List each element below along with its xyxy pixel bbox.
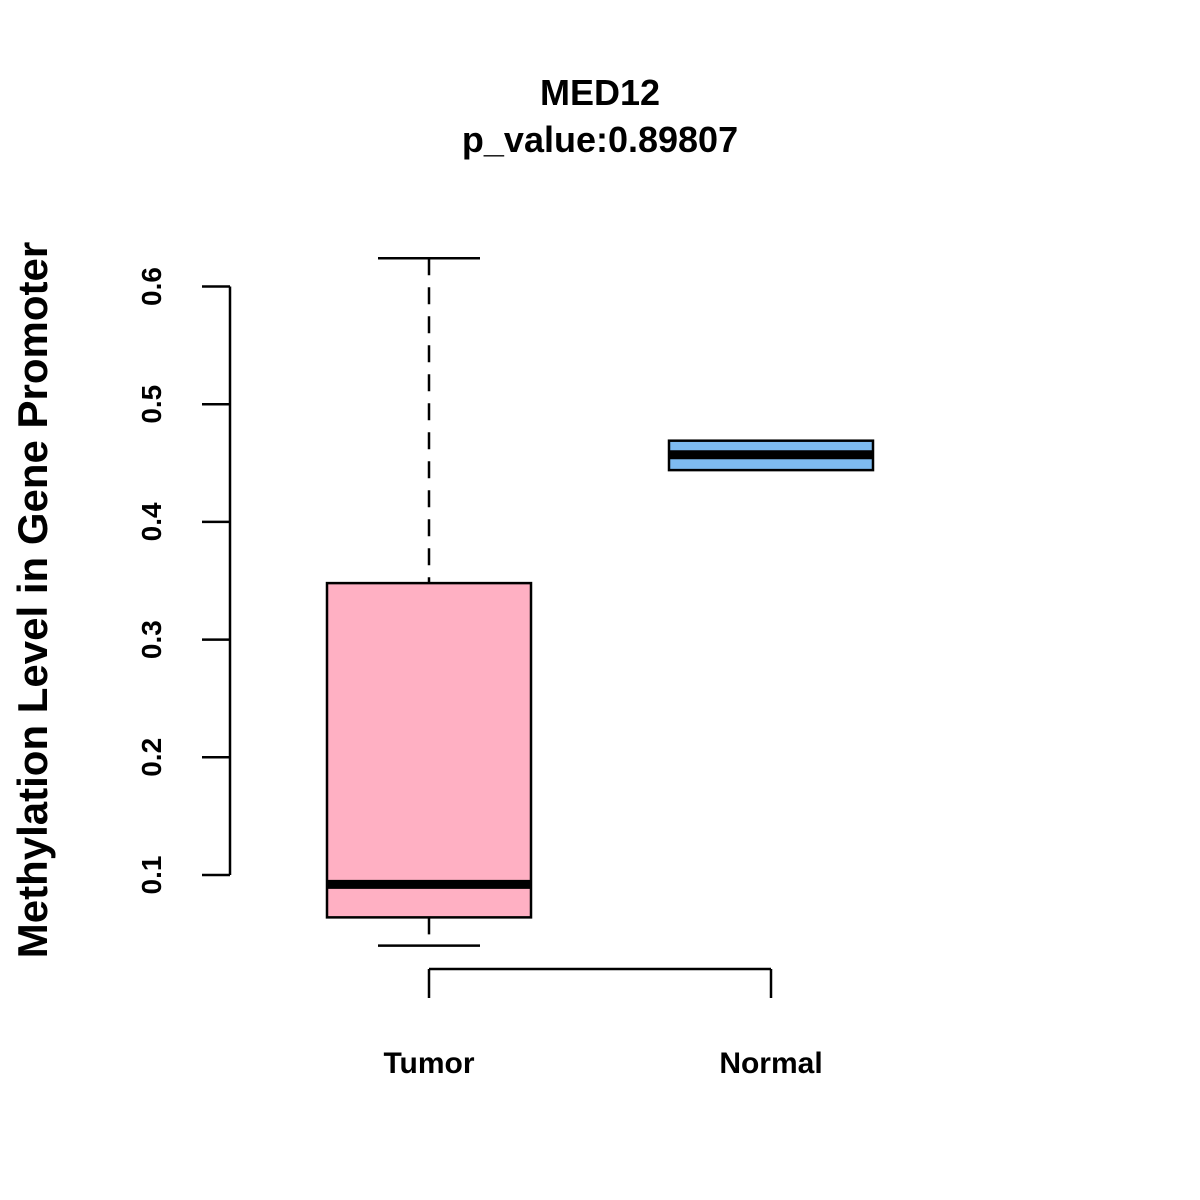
y-axis: 0.1 0.2 0.3 0.4 0.5 0.6 — [136, 267, 232, 895]
chart-title: MED12 — [540, 72, 660, 113]
x-tick-label-tumor: Tumor — [383, 1047, 474, 1080]
boxplot-series — [325, 257, 875, 947]
y-tick-label: 0.4 — [136, 502, 167, 541]
chart-subtitle: p_value:0.89807 — [462, 119, 738, 160]
box-normal — [667, 439, 875, 472]
y-tick-label: 0.3 — [136, 620, 167, 659]
x-axis: Tumor Normal — [383, 967, 823, 1080]
y-tick-label: 0.2 — [136, 738, 167, 777]
x-tick-label-normal: Normal — [719, 1047, 822, 1080]
box-tumor — [325, 257, 533, 947]
y-tick-label: 0.1 — [136, 856, 167, 895]
box-tumor-iqr — [325, 581, 533, 919]
y-tick-label: 0.6 — [136, 267, 167, 306]
y-tick-label: 0.5 — [136, 385, 167, 424]
y-axis-label: Methylation Level in Gene Promoter — [9, 242, 56, 958]
